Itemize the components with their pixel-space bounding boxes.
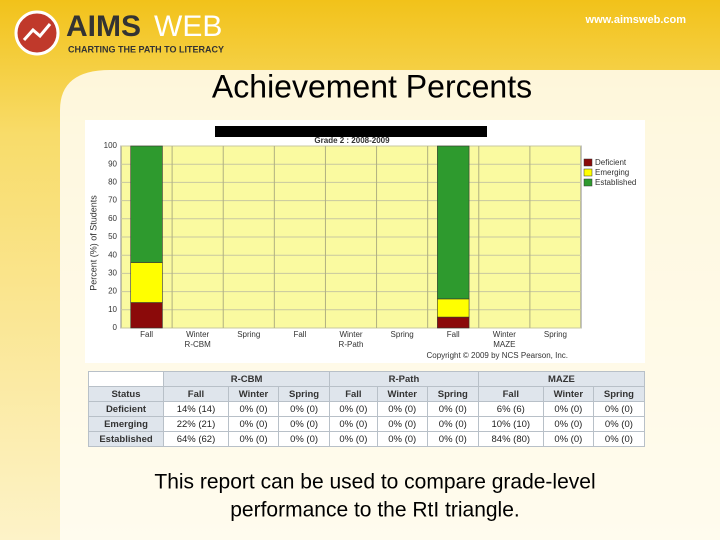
bar-segment — [130, 145, 163, 263]
group-label: R-CBM — [185, 340, 212, 349]
x-tick-label: Spring — [544, 330, 567, 339]
y-tick-label: 50 — [108, 232, 117, 241]
y-tick-label: 70 — [108, 196, 117, 205]
legend-swatch — [583, 158, 593, 167]
bar-segment — [437, 298, 470, 318]
table-cell: 0% (0) — [376, 416, 428, 432]
table-cell: 0% (0) — [278, 416, 331, 432]
table-row: Established 64% (62) 0% (0) 0% (0) 0% (0) 0% … — [88, 431, 646, 447]
table-cell: 0% (0) — [592, 431, 646, 447]
table-cell: 0% (0) — [592, 416, 646, 432]
table-cell: 10% (10) — [477, 416, 544, 432]
table-cell: 0% (0) — [592, 401, 646, 417]
copyright: Copyright © 2009 by NCS Pearson, Inc. — [426, 351, 568, 360]
bar-segment — [130, 262, 163, 303]
table-cell: 22% (21) — [163, 416, 229, 432]
table-cell: 0% (0) — [278, 401, 331, 417]
x-tick-label: Spring — [391, 330, 414, 339]
table-cell: Spring — [592, 386, 646, 402]
table-cell: Deficient — [88, 401, 164, 417]
caption-line: performance to the RtI triangle. — [230, 499, 519, 522]
table-cell: Fall — [329, 386, 378, 402]
bar-segment — [130, 302, 163, 329]
y-tick-label: 20 — [108, 287, 117, 296]
table-cell: R-CBM — [162, 371, 331, 387]
legend-swatch — [583, 168, 593, 177]
y-axis-label: Percent (%) of Students — [88, 195, 98, 291]
table-cell: Winter — [376, 386, 428, 402]
group-label: R-Path — [339, 340, 364, 349]
table-cell: Spring — [278, 386, 331, 402]
table-cell: Spring — [426, 386, 479, 402]
y-tick-label: 100 — [104, 141, 118, 150]
x-tick-label: Fall — [293, 330, 306, 339]
table-cell: 6% (6) — [477, 401, 544, 417]
table-cell: 0% (0) — [426, 431, 479, 447]
x-tick-label: Spring — [237, 330, 260, 339]
y-tick-label: 80 — [108, 178, 117, 187]
table-cell: 84% (80) — [477, 431, 544, 447]
y-tick-label: 0 — [113, 323, 118, 332]
table-cell — [88, 371, 164, 387]
table-cell: Fall — [477, 386, 544, 402]
table-row: Deficient 14% (14) 0% (0) 0% (0) 0% (0) 0% (0… — [88, 401, 646, 417]
tagline: CHARTING THE PATH TO LITERACY — [68, 44, 224, 54]
table-cell: Winter — [542, 386, 594, 402]
table-cell: 0% (0) — [426, 401, 479, 417]
table-cell: Fall — [163, 386, 229, 402]
redaction-bar — [215, 126, 487, 137]
bar-segment — [437, 316, 470, 329]
table-cell: Emerging — [88, 416, 164, 432]
x-tick-label: Fall — [140, 330, 153, 339]
group-label: MAZE — [493, 340, 515, 349]
table-row: R-CBM R-Path MAZE — [88, 371, 646, 387]
table-cell: 0% (0) — [376, 431, 428, 447]
x-tick-label: Fall — [447, 330, 460, 339]
logo-web: WEB — [154, 10, 222, 43]
table-row: Emerging 22% (21) 0% (0) 0% (0) 0% (0) 0% (0)… — [88, 416, 646, 432]
y-tick-label: 60 — [108, 214, 117, 223]
y-tick-label: 40 — [108, 250, 117, 259]
table-cell: 0% (0) — [542, 431, 594, 447]
x-tick-label: Winter — [493, 330, 516, 339]
table-cell: Status — [88, 386, 164, 402]
y-tick-label: 90 — [108, 159, 117, 168]
logo-arrow — [22, 23, 52, 42]
status-table: R-CBM R-Path MAZE Status Fall Winter Spring Fal… — [88, 371, 646, 447]
table-cell: R-Path — [329, 371, 479, 387]
table-cell: 0% (0) — [227, 401, 280, 417]
logo-aims: AIMS — [66, 10, 141, 43]
chart-title: Grade 2 : 2008-2009 — [314, 136, 390, 145]
table-cell: 0% (0) — [542, 416, 594, 432]
table-cell: 14% (14) — [163, 401, 229, 417]
legend-label: Emerging — [595, 168, 629, 177]
url: www.aimsweb.com — [585, 14, 687, 26]
legend-label: Deficient — [595, 158, 627, 167]
table-cell: 0% (0) — [542, 401, 594, 417]
table-cell: 0% (0) — [329, 416, 378, 432]
table-cell: Established — [88, 431, 164, 447]
caption-line: This report can be used to compare grade… — [154, 471, 595, 494]
x-tick-label: Winter — [186, 330, 209, 339]
table-cell: 0% (0) — [426, 416, 479, 432]
bar-segment — [437, 145, 470, 300]
table-row: Status Fall Winter Spring Fall Winter Spring Fa… — [88, 386, 646, 402]
y-tick-label: 30 — [108, 269, 117, 278]
table-cell: Winter — [227, 386, 280, 402]
table-cell: 0% (0) — [278, 431, 331, 447]
table-cell: 0% (0) — [329, 431, 378, 447]
table-cell: 64% (62) — [163, 431, 229, 447]
table-cell: 0% (0) — [376, 401, 428, 417]
table-cell: 0% (0) — [227, 431, 280, 447]
slide-title: Achievement Percents — [212, 68, 532, 104]
table-cell: 0% (0) — [329, 401, 378, 417]
x-tick-label: Winter — [339, 330, 362, 339]
table-cell: MAZE — [477, 371, 646, 387]
y-tick-label: 10 — [108, 305, 117, 314]
table-cell: 0% (0) — [227, 416, 280, 432]
legend-swatch — [583, 178, 593, 187]
legend-label: Established — [595, 178, 636, 187]
